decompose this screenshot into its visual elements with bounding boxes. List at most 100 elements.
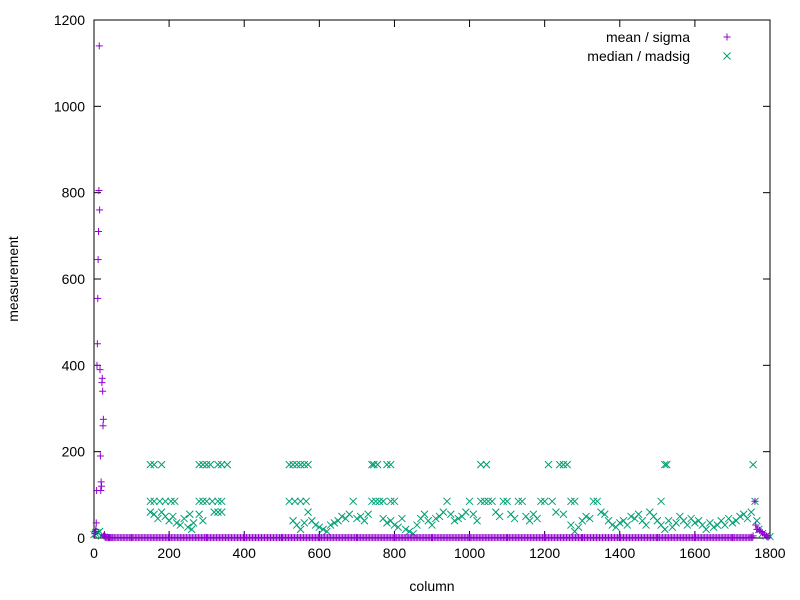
median-madsig-point <box>736 512 744 521</box>
median-madsig-point <box>195 510 204 519</box>
median-madsig-point <box>721 521 729 529</box>
median-madsig-point <box>169 512 177 521</box>
median-madsig-point <box>405 527 414 536</box>
median-madsig-point <box>202 460 211 469</box>
median-madsig-point <box>600 510 609 519</box>
mean-sigma-point <box>99 387 107 395</box>
median-madsig-point <box>446 510 455 519</box>
median-madsig-point <box>199 516 207 525</box>
y-tick-label: 200 <box>62 444 86 460</box>
median-madsig-point <box>484 497 493 506</box>
median-madsig-point <box>548 497 557 506</box>
median-madsig-point <box>208 497 217 506</box>
median-madsig-point <box>349 497 357 506</box>
median-madsig-point <box>170 497 179 506</box>
median-madsig-point <box>582 512 590 521</box>
plot-frame <box>93 19 771 539</box>
median-madsig-point <box>322 527 331 536</box>
median-madsig-point <box>315 523 324 532</box>
x-tick-label: 1000 <box>454 545 485 561</box>
median-madsig-point <box>167 497 175 506</box>
median-madsig-point <box>369 460 378 469</box>
median-madsig-point <box>157 460 166 469</box>
median-madsig-point <box>585 514 594 523</box>
mean-sigma-point <box>94 256 102 264</box>
median-madsig-point <box>570 497 579 506</box>
median-madsig-point <box>597 508 605 516</box>
median-madsig-point <box>567 497 575 506</box>
median-madsig-point <box>439 508 448 516</box>
median-madsig-point <box>401 525 410 534</box>
mean-sigma-point <box>99 415 107 423</box>
median-madsig-point <box>214 497 222 506</box>
median-madsig-point <box>302 497 311 506</box>
y-tick-label: 1000 <box>54 98 85 114</box>
median-madsig-point <box>454 514 463 523</box>
median-madsig-point <box>195 460 204 469</box>
mean-sigma-point <box>97 487 105 495</box>
median-madsig-point <box>672 519 680 527</box>
x-axis-label: column <box>409 578 454 594</box>
median-madsig-point <box>161 497 170 506</box>
y-tick-label: 600 <box>62 271 86 287</box>
median-madsig-point <box>202 497 211 506</box>
median-madsig-point <box>146 508 155 516</box>
median-madsig-point <box>304 508 312 516</box>
median-madsig-point <box>146 460 155 469</box>
mean-sigma-point <box>96 366 104 374</box>
median-madsig-point <box>702 525 711 534</box>
median-madsig-point <box>728 519 737 527</box>
median-madsig-point <box>210 508 219 516</box>
median-madsig-point <box>567 521 575 529</box>
median-madsig-point <box>383 519 391 527</box>
median-madsig-point <box>146 497 155 506</box>
median-madsig-point <box>623 521 632 529</box>
median-madsig-point <box>461 508 470 516</box>
median-madsig-point <box>195 497 204 506</box>
x-axis-ticks: 0 200 400 600 800 1000 1200 1400 1600 1800 <box>90 20 786 561</box>
median-madsig-point <box>291 497 299 506</box>
mean-sigma-point <box>92 525 100 533</box>
mean-sigma-point <box>94 294 102 302</box>
median-madsig-point <box>199 497 207 506</box>
median-madsig-point <box>285 460 294 469</box>
legend: mean / sigma median / madsig <box>587 29 731 64</box>
median-madsig-point <box>199 460 207 469</box>
median-madsig-point <box>709 523 718 532</box>
median-madsig-point <box>189 519 198 527</box>
median-madsig-point <box>383 460 391 469</box>
mean-sigma-point <box>752 521 760 529</box>
median-madsig-point <box>563 460 572 469</box>
median-madsig-point <box>364 510 373 519</box>
x-tick-label: 1800 <box>754 545 785 561</box>
legend-marker-x <box>723 52 731 60</box>
median-madsig-point <box>660 460 669 469</box>
median-madsig-point <box>518 497 526 506</box>
median-madsig-point <box>615 519 624 527</box>
y-tick-label: 400 <box>62 357 86 373</box>
median-madsig-point <box>390 521 399 529</box>
median-madsig-point <box>593 497 602 506</box>
median-madsig-point <box>285 497 294 506</box>
median-madsig-point <box>214 460 222 469</box>
median-madsig-point <box>525 516 534 525</box>
median-madsig-point <box>311 521 320 529</box>
median-madsig-point <box>386 497 395 506</box>
median-madsig-point <box>431 514 440 523</box>
median-madsig-point <box>214 508 222 516</box>
mean-sigma-point <box>96 452 104 460</box>
median-madsig-point <box>482 460 491 469</box>
median-madsig-point <box>217 497 226 506</box>
median-madsig-point <box>420 510 429 519</box>
median-madsig-point <box>368 497 376 506</box>
median-madsig-point <box>544 460 553 469</box>
x-tick-label: 600 <box>308 545 332 561</box>
median-madsig-point <box>495 512 504 521</box>
median-madsig-point <box>657 497 665 506</box>
median-madsig-point <box>368 460 376 469</box>
median-madsig-point <box>480 497 489 506</box>
median-madsig-point <box>469 510 478 519</box>
median-madsig-point <box>172 519 181 527</box>
median-madsig-point <box>300 519 309 527</box>
